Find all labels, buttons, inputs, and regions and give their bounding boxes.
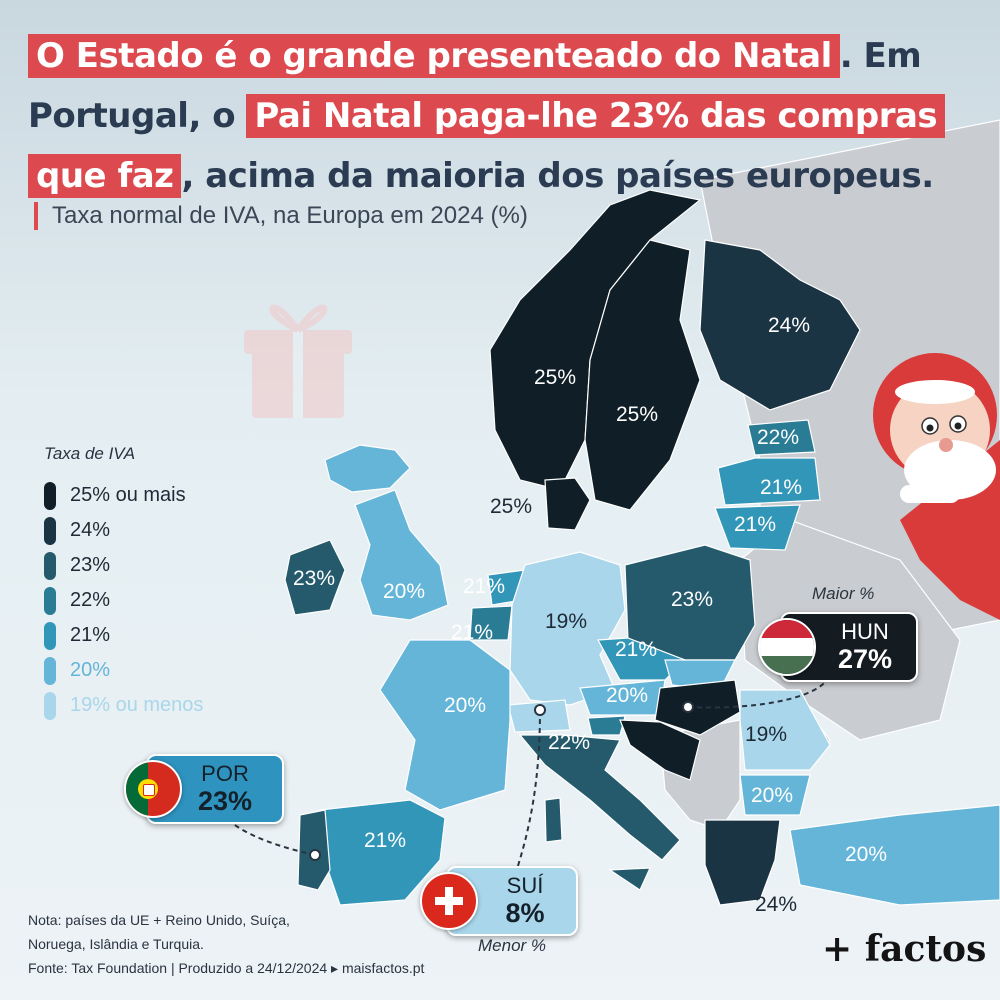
switzerland-value: 8%	[505, 898, 545, 928]
callout-connectors	[214, 674, 831, 876]
legend-swatch	[44, 516, 56, 545]
slovenia	[587, 715, 626, 736]
legend-label: 21%	[70, 624, 111, 646]
spain	[319, 799, 446, 906]
label-spain: 21%	[363, 829, 407, 852]
switzerland-callout: SUÍ 8%	[446, 866, 578, 936]
switzerland	[507, 699, 571, 733]
legend-item: 22%	[44, 583, 203, 618]
label-poland: 23%	[670, 588, 714, 611]
finland	[699, 239, 861, 411]
gift-icon	[244, 304, 352, 418]
legend-swatch	[44, 691, 56, 720]
belgium	[469, 605, 513, 641]
label-austria: 20%	[605, 684, 649, 707]
ireland	[284, 539, 346, 616]
headline-highlight-1: O Estado é o grande presenteado do Natal	[28, 34, 840, 78]
headline: O Estado é o grande presenteado do Natal…	[28, 26, 958, 206]
uk	[354, 489, 449, 621]
portugal-flag-icon	[124, 760, 182, 818]
legend-swatch	[44, 551, 56, 580]
portugal-value: 23%	[197, 786, 253, 816]
hungary-flag-icon	[758, 618, 816, 676]
italy	[518, 734, 681, 861]
legend-swatch	[44, 481, 56, 510]
sicily	[608, 867, 651, 891]
hungary-code: HUN	[841, 619, 889, 644]
label-italy: 22%	[547, 731, 591, 754]
hungary-value: 27%	[837, 644, 893, 674]
lithuania	[714, 504, 801, 551]
france	[379, 639, 511, 811]
footnote-line-2: Noruega, Islândia e Turquia.	[28, 936, 204, 952]
switzerland-flag-icon	[420, 872, 478, 930]
sardinia	[544, 797, 563, 843]
label-norway: 25%	[533, 366, 577, 389]
label-finland: 24%	[767, 314, 811, 337]
legend-title: Taxa de IVA	[44, 444, 136, 463]
label-sweden: 25%	[615, 403, 659, 426]
legend-label: 22%	[70, 589, 111, 611]
iceland	[324, 444, 411, 493]
label-netherlands: 21%	[462, 575, 506, 598]
headline-text-4: , acima da maioria dos países europeus.	[181, 156, 934, 196]
estonia	[747, 419, 816, 456]
legend-label: 19% ou menos	[70, 694, 204, 716]
hungary-marker	[682, 701, 694, 713]
max-caption: Maior %	[812, 584, 875, 603]
label-germany: 19%	[544, 610, 588, 633]
label-bulgaria: 20%	[750, 784, 794, 807]
turkey	[789, 804, 1000, 906]
label-france: 20%	[443, 694, 487, 717]
label-uk: 20%	[382, 580, 426, 603]
label-romania: 19%	[744, 723, 788, 746]
legend-item: 23%	[44, 548, 203, 583]
portugal-code: POR	[201, 761, 249, 786]
min-caption: Menor %	[478, 936, 547, 955]
legend-item: 25% ou mais	[44, 478, 203, 513]
denmark	[544, 477, 591, 531]
latvia	[717, 457, 821, 506]
croatia	[619, 719, 701, 781]
label-latvia: 21%	[759, 476, 803, 499]
legend-swatch	[44, 586, 56, 615]
legend: 25% ou mais 24% 23% 22% 21% 20% 19% ou m…	[44, 478, 203, 723]
legend-item: 21%	[44, 618, 203, 653]
legend-item: 24%	[44, 513, 203, 548]
portugal-marker	[309, 849, 321, 861]
footnote-line-1: Nota: países da UE + Reino Unido, Suíça,	[28, 912, 290, 928]
legend-label: 20%	[70, 659, 111, 681]
label-turkey: 20%	[844, 843, 888, 866]
legend-swatch	[44, 621, 56, 650]
romania	[739, 689, 831, 771]
source-line: Fonte: Tax Foundation | Produzido a 24/1…	[28, 960, 425, 976]
legend-swatch	[44, 656, 56, 685]
label-ireland: 23%	[292, 567, 336, 590]
label-belgium: 21%	[450, 621, 494, 644]
brand-logo: + factos	[822, 928, 987, 970]
legend-label: 25% ou mais	[70, 484, 186, 506]
label-czechia: 21%	[614, 638, 658, 661]
label-greece: 24%	[754, 893, 798, 916]
legend-label: 23%	[70, 554, 111, 576]
sweden	[584, 239, 701, 511]
santa-icon	[873, 353, 1000, 620]
footnote: Nota: países da UE + Reino Unido, Suíça,…	[28, 908, 290, 956]
switzerland-code: SUÍ	[506, 873, 544, 898]
label-lithuania: 21%	[733, 513, 777, 536]
greece	[704, 819, 781, 906]
legend-item: 20%	[44, 653, 203, 688]
bulgaria	[739, 774, 811, 816]
label-denmark: 25%	[489, 495, 533, 518]
label-estonia: 22%	[756, 426, 800, 449]
switzerland-marker	[534, 704, 546, 716]
legend-item: 19% ou menos	[44, 688, 203, 723]
headline-text-2: . Em Portugal, o	[28, 36, 922, 136]
legend-label: 24%	[70, 519, 111, 541]
subtitle: Taxa normal de IVA, na Europa em 2024 (%…	[34, 202, 528, 230]
